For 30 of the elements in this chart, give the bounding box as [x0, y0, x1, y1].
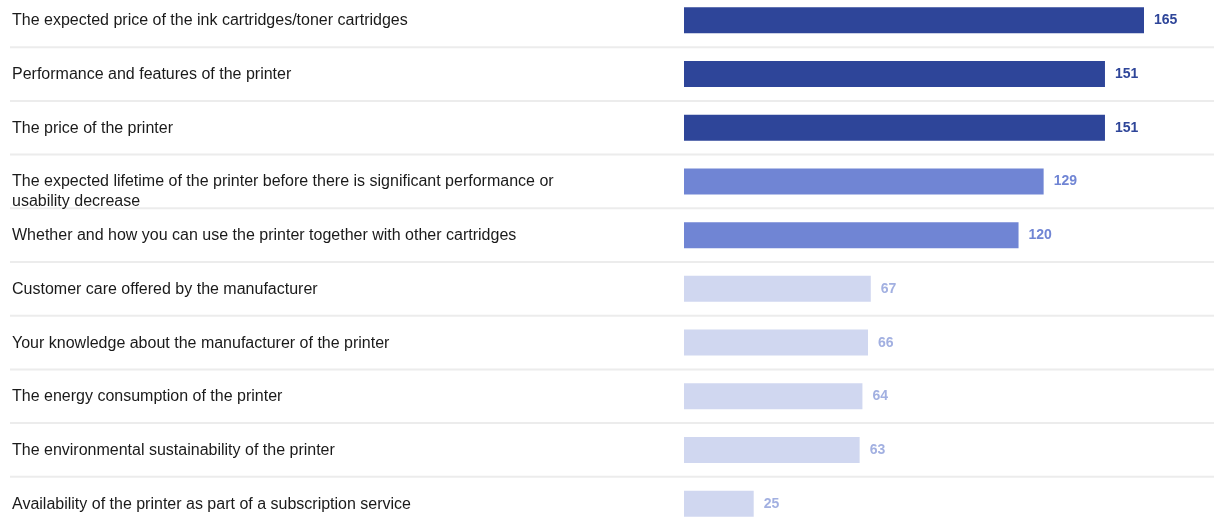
bar: [684, 114, 1105, 141]
data-label: 151: [1114, 65, 1139, 82]
bar: [684, 168, 1044, 195]
data-label: 66: [878, 333, 894, 350]
data-label: 151: [1114, 118, 1139, 135]
bar: [684, 383, 863, 410]
y-tick-label: Availability of the printer as part of a subscription service: [12, 494, 412, 512]
data-label: 165: [1154, 11, 1178, 28]
bar: [684, 329, 868, 356]
data-label: 129: [1053, 172, 1078, 189]
y-tick-label: Whether and how you can use the printer together with other cartridges: [12, 226, 517, 244]
bar: [684, 490, 754, 517]
y-tick-label: The expected price of the ink cartridges/toner cartridges: [12, 11, 408, 29]
bar: [684, 436, 860, 463]
bar: [684, 61, 1105, 88]
bar: [684, 222, 1019, 249]
data-label: 63: [869, 440, 886, 457]
data-label: 64: [872, 387, 889, 404]
y-tick-label: The expected lifetime of the printer before there is significant performance or usability decrease: [12, 172, 555, 210]
data-label: 120: [1028, 226, 1053, 243]
data-label: 25: [763, 494, 780, 511]
y-tick-label: The environmental sustainability of the printer: [12, 440, 336, 458]
y-tick-label: Your knowledge about the manufacturer of the printer: [12, 333, 391, 351]
y-tick-label: Performance and features of the printer: [12, 65, 292, 83]
y-tick-label: Customer care offered by the manufacturer: [12, 279, 319, 297]
bar: [684, 275, 871, 302]
y-tick-label: The energy consumption of the printer: [12, 387, 284, 405]
y-tick-label: The price of the printer: [12, 118, 174, 136]
bar: [684, 7, 1144, 34]
data-label: 67: [880, 279, 897, 296]
